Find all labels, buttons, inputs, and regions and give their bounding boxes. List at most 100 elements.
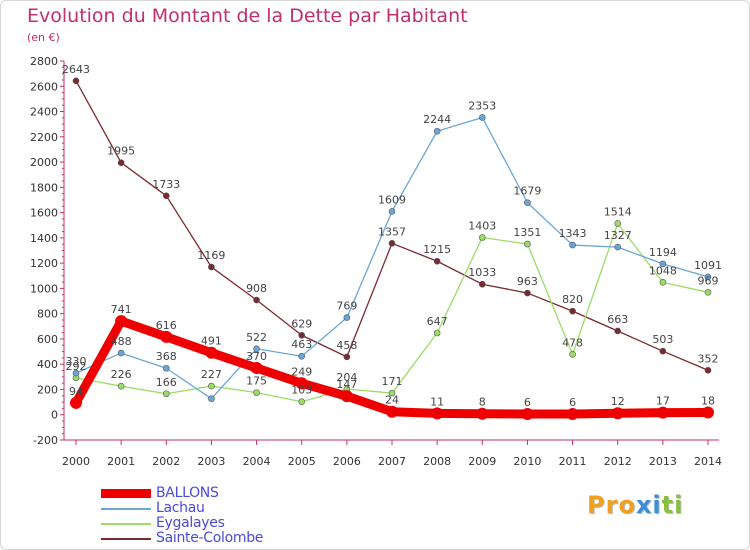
y-tick-label: 2000 <box>30 156 58 169</box>
data-label: 458 <box>336 339 357 352</box>
legend-label: BALLONS <box>156 485 219 501</box>
data-label: 6 <box>569 396 576 409</box>
chart-subtitle: (en €) <box>27 31 60 44</box>
data-label: 24 <box>385 394 399 407</box>
logo-letter: x <box>635 491 653 519</box>
data-label: 17 <box>656 395 670 408</box>
data-label: 2353 <box>468 99 496 112</box>
legend-swatch <box>101 489 151 498</box>
data-point <box>659 347 667 355</box>
legend-swatch <box>101 522 151 525</box>
data-label: 1169 <box>197 249 225 262</box>
data-label: 1514 <box>604 205 632 218</box>
data-label: 503 <box>652 333 673 346</box>
data-label: 1048 <box>649 264 677 277</box>
data-point <box>253 345 260 353</box>
data-point <box>386 405 398 418</box>
data-point <box>208 395 215 402</box>
data-point <box>659 279 667 286</box>
data-label: 2244 <box>423 113 451 126</box>
data-label: 741 <box>111 303 132 316</box>
x-tick-label: 2005 <box>288 455 316 468</box>
data-label: 352 <box>698 352 719 365</box>
data-point <box>253 296 260 304</box>
logo-letter: i <box>652 491 662 519</box>
data-point <box>478 114 486 121</box>
data-point <box>72 77 80 85</box>
x-tick-label: 2013 <box>649 455 677 468</box>
data-point <box>340 390 353 403</box>
data-point <box>298 331 306 339</box>
logo-letter: P <box>587 491 606 519</box>
data-point <box>388 208 396 215</box>
data-point <box>162 364 170 372</box>
legend-item: Lachau <box>101 501 263 516</box>
y-tick-label: -200 <box>33 434 58 447</box>
data-label: 1357 <box>378 225 406 238</box>
legend-item: Eygalayes <box>101 516 263 531</box>
x-tick-label: 2010 <box>513 455 541 468</box>
data-label: 175 <box>246 375 267 388</box>
data-point <box>162 390 170 398</box>
data-point <box>569 307 576 315</box>
proxiti-logo: Proxiti <box>587 491 683 519</box>
data-label: 1995 <box>107 145 135 158</box>
y-tick-label: 2600 <box>30 80 58 93</box>
data-point <box>431 407 444 420</box>
data-label: 370 <box>246 350 267 363</box>
data-point <box>117 349 125 357</box>
data-point <box>566 407 579 420</box>
data-label: 368 <box>156 350 177 363</box>
data-label: 103 <box>291 384 312 397</box>
y-tick-label: 0 <box>51 409 58 422</box>
x-tick-label: 2014 <box>694 455 722 468</box>
data-label: 1609 <box>378 193 406 206</box>
data-point <box>704 366 712 374</box>
y-tick-label: 2800 <box>30 55 58 68</box>
data-point <box>524 240 531 248</box>
data-label: 647 <box>427 315 448 328</box>
data-label: 330 <box>66 355 87 368</box>
data-point <box>208 263 215 271</box>
y-tick-label: 1200 <box>30 257 58 270</box>
logo-letter: i <box>674 491 684 519</box>
legend-item: Sainte-Colombe <box>101 531 263 546</box>
data-label: 1033 <box>468 266 496 279</box>
data-point <box>388 239 396 247</box>
data-label: 292 <box>66 360 87 373</box>
logo-letter: r <box>605 491 619 519</box>
legend-swatch <box>101 507 151 510</box>
x-tick-label: 2011 <box>559 455 587 468</box>
data-label: 1733 <box>152 178 180 191</box>
data-label: 18 <box>701 394 715 407</box>
data-label: 908 <box>246 282 267 295</box>
y-tick-label: 1000 <box>30 282 58 295</box>
data-label: 488 <box>111 335 132 348</box>
x-tick-label: 2009 <box>468 455 496 468</box>
data-label: 94 <box>69 385 83 398</box>
data-label: 166 <box>156 376 177 389</box>
y-tick-label: 200 <box>37 383 58 396</box>
x-tick-label: 2012 <box>604 455 632 468</box>
y-tick-label: 1800 <box>30 181 58 194</box>
data-label: 491 <box>201 335 222 348</box>
x-tick-label: 2007 <box>378 455 406 468</box>
data-point <box>208 382 215 390</box>
logo-letter: o <box>618 491 636 519</box>
data-label: 969 <box>698 274 719 287</box>
data-point <box>295 377 308 390</box>
data-point <box>433 329 441 337</box>
data-label: 1343 <box>559 227 587 240</box>
data-point <box>250 361 263 374</box>
data-label: 616 <box>156 319 177 332</box>
data-label: 1327 <box>604 229 632 242</box>
legend-swatch <box>101 537 151 540</box>
data-label: 629 <box>291 317 312 330</box>
data-point <box>611 407 624 420</box>
data-label: 820 <box>562 293 583 306</box>
data-point <box>614 327 622 335</box>
legend-label: Lachau <box>156 500 205 516</box>
data-point <box>253 389 260 396</box>
